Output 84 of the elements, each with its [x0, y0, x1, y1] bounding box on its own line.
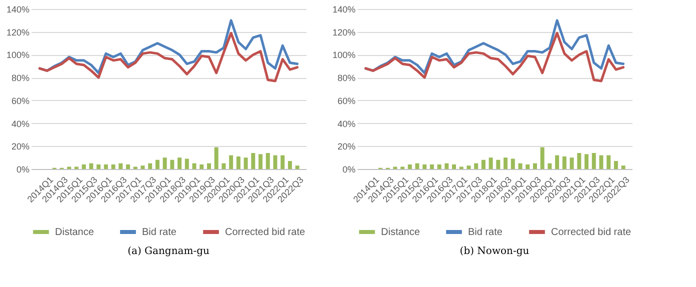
bar: [474, 163, 478, 169]
bar: [518, 163, 522, 169]
bar: [295, 166, 300, 169]
bar: [258, 154, 263, 169]
legend-label: Distance: [55, 227, 94, 238]
bar: [408, 164, 412, 169]
legend-label: Bid rate: [468, 227, 503, 238]
line-series: [38, 32, 299, 82]
y-tick-label: 60%: [337, 96, 356, 106]
bar: [200, 164, 204, 169]
bar: [510, 158, 515, 169]
y-tick-label: 20%: [11, 142, 30, 152]
bar: [266, 153, 270, 169]
y-tick-label: 60%: [11, 96, 30, 106]
bar: [444, 163, 449, 169]
y-tick-label: 40%: [337, 118, 356, 129]
bar: [236, 156, 240, 169]
y-tick-label: 140%: [6, 4, 30, 14]
bar: [89, 163, 94, 169]
y-tick-label: 40%: [11, 118, 30, 129]
bar: [437, 164, 442, 169]
y-tick-label: 100%: [332, 50, 356, 60]
bar: [178, 158, 182, 169]
y-tick-label: 20%: [337, 142, 356, 152]
bar: [251, 153, 256, 169]
bar: [584, 154, 589, 169]
bar: [126, 164, 130, 169]
bar: [184, 158, 189, 169]
bar: [481, 160, 486, 169]
y-tick-label: 80%: [337, 73, 356, 84]
bar: [599, 155, 604, 169]
bar: [162, 158, 167, 169]
bar: [606, 155, 611, 169]
bar: [104, 164, 108, 169]
legend-label: Corrected bid rate: [225, 227, 306, 238]
bar: [140, 166, 145, 169]
legend-label: Distance: [381, 227, 420, 238]
bar: [148, 163, 152, 169]
y-tick-label: 120%: [332, 27, 356, 38]
bar: [466, 166, 471, 169]
bar: [206, 163, 211, 169]
bar: [430, 164, 434, 169]
text: (a) Gangnam-gu: [128, 246, 210, 257]
bar: [548, 163, 552, 169]
bar: [96, 164, 101, 169]
bar: [82, 164, 86, 169]
bar: [222, 163, 226, 169]
bar: [488, 158, 493, 169]
bar: [288, 161, 292, 169]
line-series: [364, 32, 625, 82]
y-tick-label: 80%: [11, 73, 30, 84]
bar: [118, 163, 123, 169]
bar: [504, 158, 508, 169]
bar: [415, 163, 420, 169]
legend-label: Bid rate: [142, 227, 177, 238]
bar: [155, 160, 160, 169]
bar: [422, 164, 427, 169]
bar: [244, 158, 248, 169]
legend-label: Corrected bid rate: [551, 227, 632, 238]
bar: [229, 155, 234, 169]
y-tick-label: 120%: [6, 27, 30, 38]
y-tick-label: 0%: [16, 164, 30, 174]
bar: [621, 166, 626, 169]
bar: [570, 158, 574, 169]
bar: [496, 160, 500, 169]
bar: [452, 164, 456, 169]
bar: [526, 164, 530, 169]
bar: [592, 153, 596, 169]
y-tick-label: 140%: [332, 4, 356, 14]
bar: [214, 147, 218, 169]
bar: [111, 164, 116, 169]
bar: [273, 155, 278, 169]
bar: [192, 163, 196, 169]
y-tick-label: 0%: [342, 164, 356, 174]
bar: [532, 163, 537, 169]
bar: [170, 160, 174, 169]
bar: [614, 161, 618, 169]
y-tick-label: 100%: [6, 50, 30, 60]
bar: [577, 153, 582, 169]
bar: [555, 155, 560, 169]
bar: [280, 155, 285, 169]
bar: [562, 156, 566, 169]
text: (b) Nowon-gu: [460, 246, 530, 257]
bar: [540, 147, 544, 169]
